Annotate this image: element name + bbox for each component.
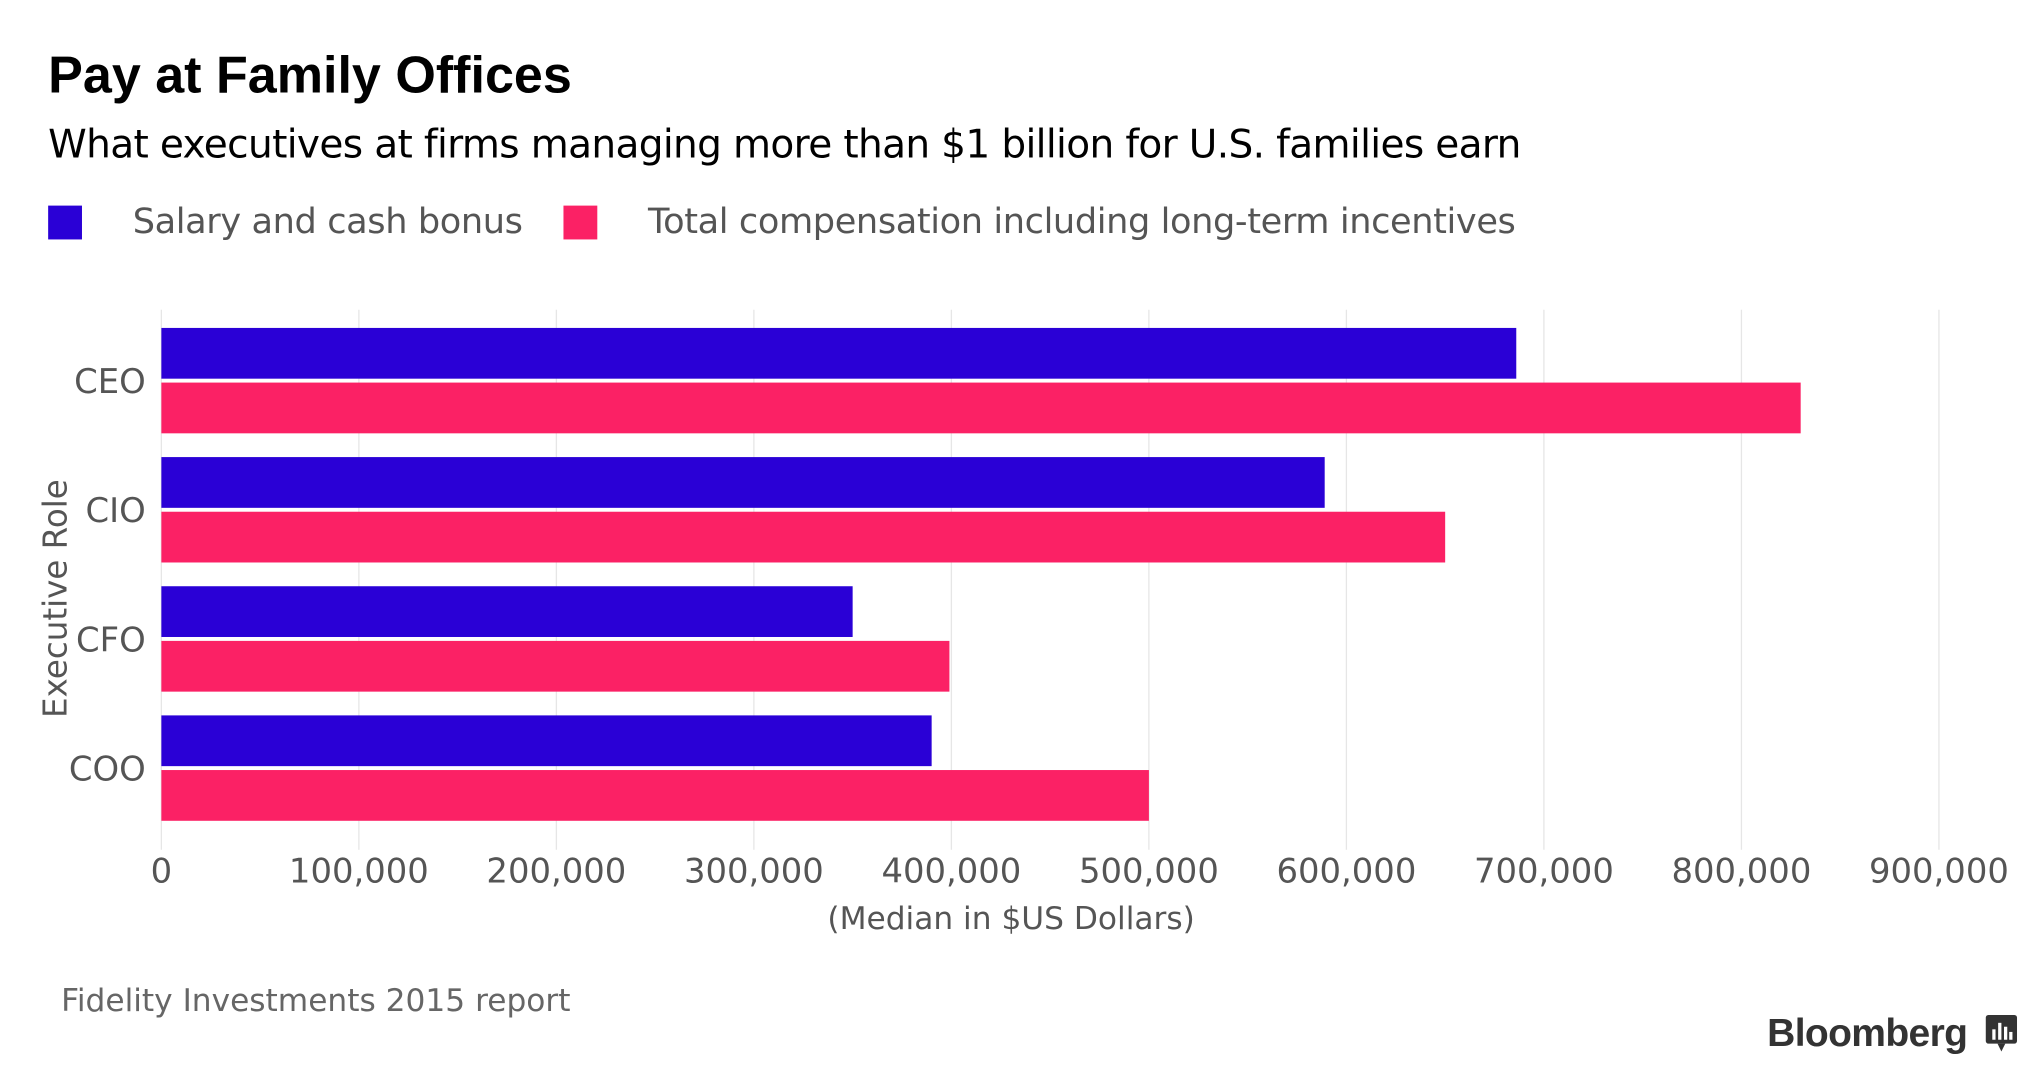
bar-cio-total (161, 511, 1446, 563)
bar-ceo-total (161, 382, 1801, 434)
legend-swatch-salary (48, 204, 82, 239)
y-tick-label: CFO (76, 620, 146, 659)
plot-area: 0 100,000 200,000 300,000 400,000 500,000 600,… (36, 309, 2009, 937)
x-tick-label: 500,000 (1079, 851, 1219, 890)
x-tick-label: 700,000 (1474, 851, 1614, 890)
bloomberg-chart-icon (1985, 1015, 2017, 1052)
source-note: Fidelity Investments 2015 report (61, 982, 571, 1019)
bar-cio-salary (161, 457, 1325, 508)
y-tick-label: COO (69, 749, 146, 788)
legend-item-total: Total compensation including long-term i… (563, 201, 1516, 243)
y-tick-label: CIO (86, 491, 146, 530)
bloomberg-logo: Bloomberg (1767, 1012, 2022, 1056)
x-tick-label: 400,000 (881, 851, 1021, 890)
x-axis-title: (Median in $US Dollars) (827, 901, 1194, 937)
legend-label-salary: Salary and cash bonus (132, 201, 523, 243)
x-tick-label: 100,000 (289, 851, 429, 890)
y-tick-label: CEO (74, 362, 146, 401)
brand-text: Bloomberg (1767, 1012, 1968, 1056)
x-tick-label: 0 (151, 851, 173, 890)
bar-cfo-total (161, 640, 950, 692)
bar-coo-total (161, 770, 1149, 821)
bar-cfo-salary (161, 586, 853, 637)
x-tick-label: 600,000 (1276, 851, 1416, 890)
x-tick-label: 900,000 (1869, 851, 2009, 890)
x-tick-label: 200,000 (486, 851, 626, 890)
bar-ceo-salary (161, 327, 1517, 379)
y-axis-title: Executive Role (36, 479, 74, 718)
bar-coo-salary (161, 715, 932, 767)
x-tick-label: 800,000 (1671, 851, 1811, 890)
legend-swatch-total (563, 204, 598, 239)
legend-label-total: Total compensation including long-term i… (648, 201, 1516, 243)
chart-title: Pay at Family Offices (48, 46, 572, 105)
x-tick-label: 300,000 (684, 851, 824, 890)
legend-item-salary: Salary and cash bonus (48, 201, 523, 243)
chart-subtitle: What executives at firms managing more t… (48, 122, 1521, 168)
